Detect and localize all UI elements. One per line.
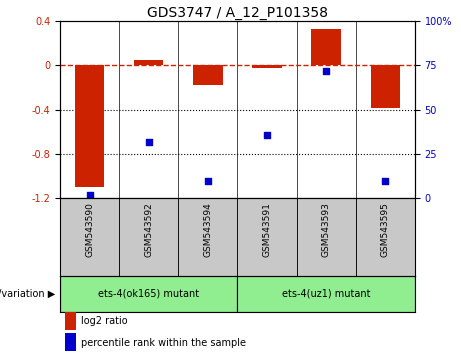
Text: GSM543590: GSM543590 [85,202,94,257]
Point [322,68,330,74]
Point [86,192,93,198]
Bar [134,60,164,65]
Bar [311,29,341,65]
Bar [371,65,400,108]
Point [263,132,271,137]
Bar [60,276,237,312]
Bar [75,65,104,187]
Point [145,139,152,144]
Text: ets-4(ok165) mutant: ets-4(ok165) mutant [98,289,199,299]
Text: GSM543595: GSM543595 [381,202,390,257]
Point [204,178,212,183]
Text: GSM543592: GSM543592 [144,202,153,257]
Bar [252,65,282,68]
Text: log2 ratio: log2 ratio [81,316,127,326]
Bar [237,276,415,312]
Title: GDS3747 / A_12_P101358: GDS3747 / A_12_P101358 [147,6,328,20]
Text: GSM543593: GSM543593 [322,202,331,257]
Text: percentile rank within the sample: percentile rank within the sample [81,338,246,348]
Bar [193,65,223,85]
Text: ets-4(uz1) mutant: ets-4(uz1) mutant [282,289,370,299]
Text: genotype/variation ▶: genotype/variation ▶ [0,289,55,299]
Text: GSM543591: GSM543591 [262,202,272,257]
Text: GSM543594: GSM543594 [203,202,213,257]
Point [382,178,389,183]
